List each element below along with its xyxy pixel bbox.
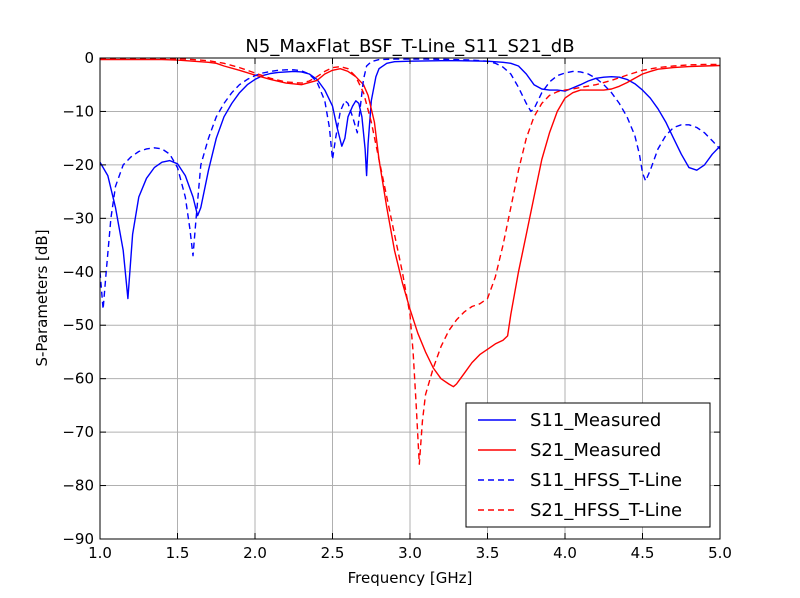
x-tick-label: 5.0 <box>708 544 732 562</box>
legend-label: S11_HFSS_T-Line <box>530 470 682 491</box>
x-tick-label: 2.5 <box>321 544 345 562</box>
y-axis-title: S-Parameters [dB] <box>33 229 51 366</box>
y-tick-label: −30 <box>62 209 94 227</box>
series-line-s11-measured <box>100 60 720 300</box>
legend-box <box>465 402 711 528</box>
y-tick-label: −60 <box>62 370 94 388</box>
y-tick-label: −50 <box>62 316 94 334</box>
legend-label: S21_HFSS_T-Line <box>530 500 682 521</box>
x-tick-label: 2.0 <box>243 544 267 562</box>
axis-ticks: 1.0 1.5 2.0 2.5 3.0 3.5 4.0 4.5 5.0 0 −10 −20 −30 −40… <box>62 49 732 562</box>
x-tick-label: 1.5 <box>166 544 190 562</box>
y-tick-label: −20 <box>62 156 94 174</box>
x-tick-label: 3.0 <box>398 544 422 562</box>
series-line-s21-hfss-t-line <box>100 58 720 465</box>
chart-title: N5_MaxFlat_BSF_T-Line_S11_S21_dB <box>245 36 574 57</box>
x-tick-label: 4.0 <box>553 544 577 562</box>
x-tick-label: 3.5 <box>476 544 500 562</box>
legend-label: S11_Measured <box>530 410 661 431</box>
y-tick-label: 0 <box>84 49 94 67</box>
y-tick-label: −80 <box>62 477 94 495</box>
y-tick-label: −90 <box>62 530 94 548</box>
y-tick-label: −10 <box>62 102 94 120</box>
y-tick-label: −70 <box>62 423 94 441</box>
series-line-s11-hfss-t-line <box>100 58 720 310</box>
x-axis-title: Frequency [GHz] <box>348 569 473 587</box>
legend: S11_Measured S21_Measured S11_HFSS_T-Line S… <box>465 402 711 528</box>
x-tick-label: 4.5 <box>631 544 655 562</box>
series-line-s21-measured <box>100 58 720 388</box>
y-tick-label: −40 <box>62 263 94 281</box>
series-lines <box>100 58 720 465</box>
legend-label: S21_Measured <box>530 440 661 461</box>
x-tick-label: 1.0 <box>88 544 112 562</box>
